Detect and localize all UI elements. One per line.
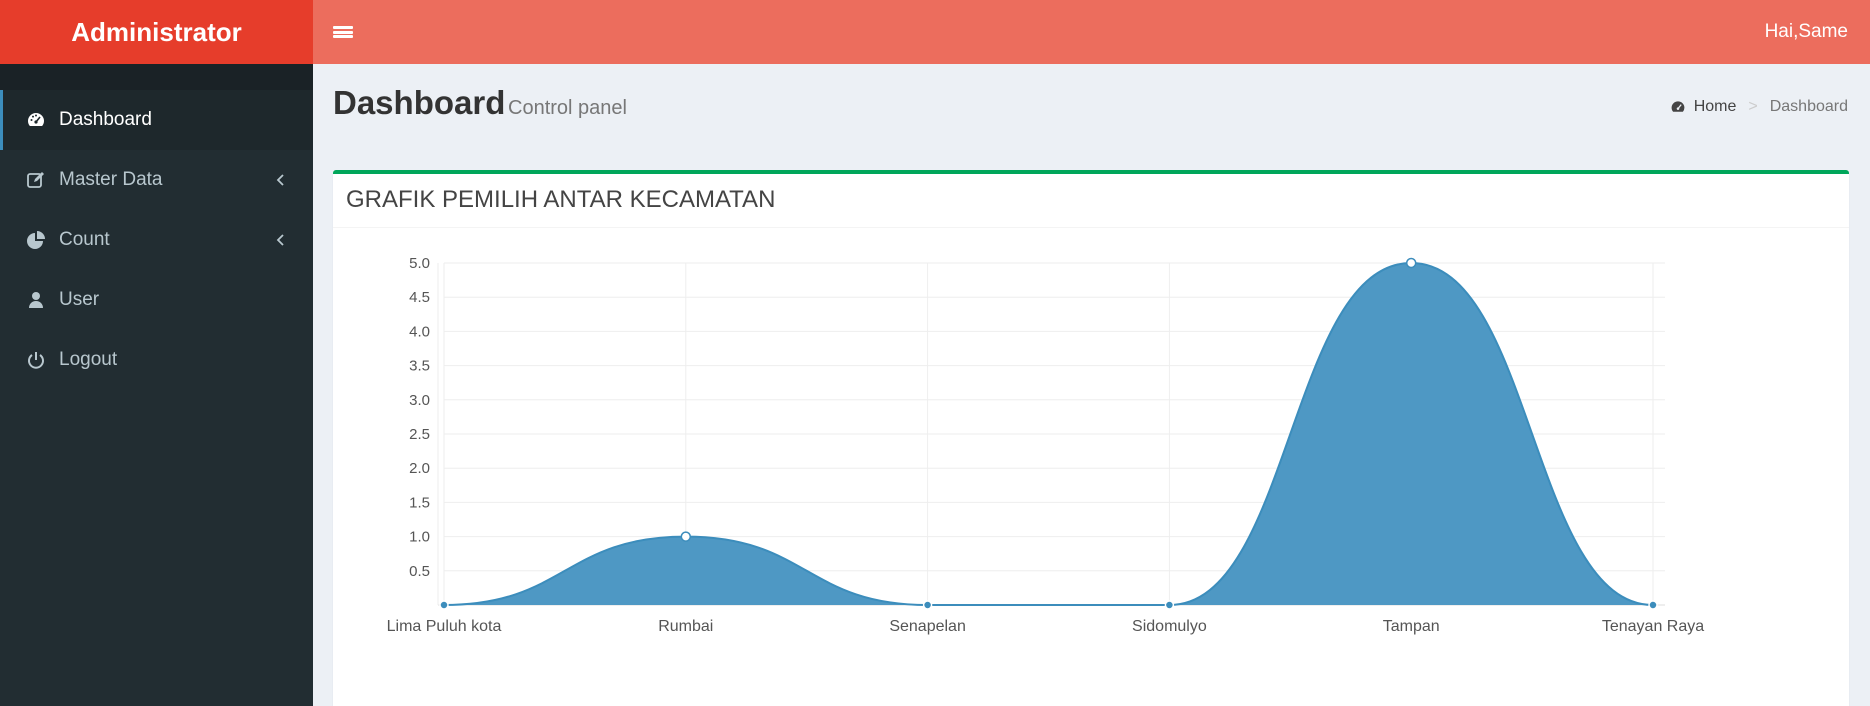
data-point — [439, 600, 449, 610]
x-tick-label: Senapelan — [889, 618, 966, 635]
content-wrapper: Dashboard Control panel Home > Dashboard… — [313, 64, 1870, 706]
sidebar-item-user[interactable]: User — [0, 270, 313, 330]
pie-chart-icon — [25, 229, 47, 251]
sidebar-toggle-icon[interactable] — [333, 24, 353, 40]
data-point — [680, 531, 692, 542]
sidebar-user-panel — [0, 64, 313, 90]
user-menu[interactable]: Hai,Same — [1764, 21, 1848, 42]
sidebar-item-master-data[interactable]: Master Data — [0, 150, 313, 210]
y-tick-label: 0.5 — [409, 563, 430, 580]
sidebar-item-dashboard[interactable]: Dashboard — [0, 90, 313, 150]
area-chart: 0.5 1.0 1.5 2.0 2.5 3.0 3.5 4.0 4.5 5.0 Lima Puluh… — [387, 255, 1705, 635]
y-tick-label: 4.0 — [409, 323, 430, 340]
breadcrumb-current: Dashboard — [1769, 98, 1848, 115]
x-tick-label: Lima Puluh kota — [387, 618, 502, 635]
area-series — [444, 263, 1653, 605]
box-title: GRAFIK PEMILIH ANTAR KECAMATAN — [333, 174, 1849, 228]
brand-logo[interactable]: Administrator — [0, 0, 313, 64]
x-tick-label: Sidomulyo — [1132, 618, 1207, 635]
data-point — [1405, 257, 1417, 269]
user-icon — [25, 289, 47, 311]
power-icon — [25, 349, 47, 371]
y-tick-label: 3.5 — [409, 358, 430, 375]
x-tick-label: Rumbai — [658, 618, 713, 635]
y-tick-label: 2.5 — [409, 426, 430, 443]
sidebar-item-label: Logout — [59, 349, 118, 370]
sidebar: Dashboard Master Data Count User Logout — [0, 64, 313, 706]
y-tick-label: 4.5 — [409, 289, 430, 306]
data-point — [1164, 600, 1175, 610]
chart-container: 0.5 1.0 1.5 2.0 2.5 3.0 3.5 4.0 4.5 5.0 Lima Puluh… — [333, 232, 1849, 706]
sidebar-item-count[interactable]: Count — [0, 210, 313, 270]
breadcrumb: Home > Dashboard — [1670, 98, 1848, 116]
page-title: Dashboard — [333, 84, 506, 121]
page-subtitle: Control panel — [508, 97, 627, 119]
area-series-line — [443, 261, 1654, 606]
chart-box: GRAFIK PEMILIH ANTAR KECAMATAN 0.5 1.0 1.5… — [333, 170, 1849, 706]
x-tick-label: Tampan — [1383, 618, 1440, 635]
dashboard-icon — [1671, 101, 1685, 112]
sidebar-item-label: User — [59, 289, 100, 310]
chevron-left-icon — [276, 174, 284, 186]
sidebar-item-label: Master Data — [59, 169, 163, 190]
sidebar-item-label: Count — [59, 229, 110, 250]
data-point — [1648, 600, 1658, 610]
edit-icon — [25, 169, 47, 191]
breadcrumb-home[interactable]: Home — [1693, 98, 1737, 115]
y-tick-label: 1.5 — [409, 494, 430, 511]
sidebar-item-logout[interactable]: Logout — [0, 330, 313, 390]
y-tick-label: 5.0 — [409, 255, 430, 272]
top-navbar: Hai,Same — [313, 0, 1870, 64]
x-tick-label: Tenayan Raya — [1602, 618, 1704, 635]
y-tick-label: 3.0 — [409, 392, 430, 409]
chevron-left-icon — [276, 234, 284, 246]
data-point — [922, 600, 933, 610]
dashboard-icon — [25, 109, 47, 131]
sidebar-item-label: Dashboard — [59, 109, 152, 130]
breadcrumb-separator: > — [1748, 98, 1758, 115]
y-tick-label: 2.0 — [409, 460, 430, 477]
y-tick-label: 1.0 — [409, 529, 430, 546]
